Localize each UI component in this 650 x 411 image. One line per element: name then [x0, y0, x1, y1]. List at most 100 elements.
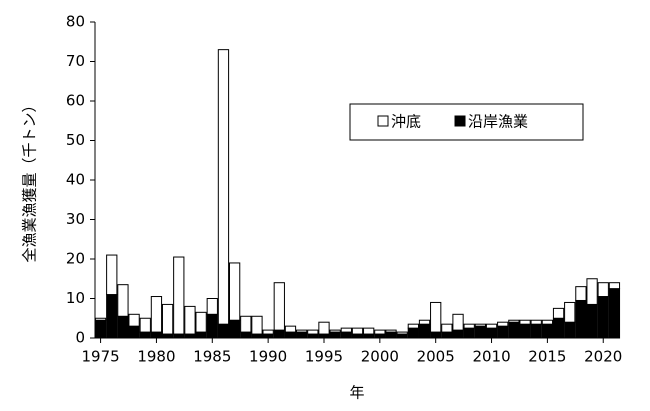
- x-tick-label: 2020: [584, 348, 622, 366]
- bar-segment: [541, 323, 554, 339]
- bar-segment: [273, 329, 285, 339]
- bar-segment: [508, 319, 520, 323]
- bar-segment: [418, 323, 431, 339]
- bar-segment: [262, 329, 274, 335]
- bar-segment: [374, 329, 386, 335]
- bar-segment: [296, 331, 308, 339]
- bar-segment: [552, 307, 565, 319]
- bar-segment: [128, 313, 140, 327]
- bar-segment: [519, 319, 531, 325]
- y-tick-label: 80: [66, 13, 85, 31]
- bar-segment: [284, 331, 297, 339]
- bar-segment: [452, 329, 464, 339]
- bar-segment: [497, 321, 509, 327]
- bar-segment: [329, 329, 341, 333]
- bar-segment: [228, 319, 241, 339]
- bar-segment: [485, 327, 498, 339]
- bar-segment: [586, 303, 598, 339]
- bar-segment: [296, 329, 308, 333]
- bar-segment: [497, 325, 509, 339]
- x-tick-label: 1975: [81, 348, 119, 366]
- bar-segment: [575, 286, 587, 301]
- bar-segment: [396, 333, 408, 339]
- y-tick-label: 20: [66, 250, 85, 268]
- bar-segment: [597, 296, 609, 339]
- bar-segment: [564, 301, 576, 323]
- bar-segment: [161, 333, 174, 339]
- bar-segment: [150, 331, 163, 339]
- bar-segment: [307, 333, 319, 339]
- bar-segment: [396, 331, 408, 335]
- x-tick-label: 2010: [472, 348, 510, 366]
- legend-label: 沿岸漁業: [468, 113, 528, 131]
- bar-segment: [184, 333, 196, 339]
- bar-segment: [519, 323, 531, 339]
- bar-segment: [463, 323, 475, 329]
- bar-segment: [173, 256, 185, 335]
- bar-segment: [173, 333, 185, 339]
- y-tick-label: 40: [66, 171, 85, 189]
- bar-segment: [284, 325, 297, 333]
- bar-segment: [195, 331, 207, 339]
- bar-segment: [608, 282, 621, 290]
- bar-segment: [251, 315, 263, 335]
- bar-segment: [161, 303, 174, 335]
- bar-segment: [374, 333, 386, 339]
- bar-segment: [385, 331, 397, 339]
- bar-segment: [508, 321, 520, 339]
- x-tick-label: 2000: [361, 348, 399, 366]
- bar-segment: [441, 331, 453, 339]
- bar-segment: [597, 282, 609, 298]
- x-tick-label: 1985: [193, 348, 231, 366]
- x-tick-label: 1990: [249, 348, 287, 366]
- bar-segment: [407, 327, 419, 339]
- bar-segment: [608, 288, 621, 339]
- y-tick-label: 10: [66, 289, 85, 307]
- legend-swatch: [377, 115, 389, 127]
- bar-segment: [318, 333, 330, 339]
- bar-segment: [106, 294, 118, 339]
- bar-segment: [564, 321, 576, 339]
- bar-segment: [430, 331, 442, 339]
- bar-segment: [418, 319, 431, 325]
- bar-segment: [139, 317, 151, 333]
- y-tick-label: 70: [66, 52, 85, 70]
- y-tick-label: 30: [66, 210, 85, 228]
- y-tick-label: 0: [75, 329, 85, 347]
- bar-segment: [273, 282, 285, 331]
- bar-segment: [251, 333, 263, 339]
- bar-segment: [117, 315, 129, 339]
- bar-segment: [307, 329, 319, 335]
- bar-segment: [240, 331, 252, 339]
- bar-segment: [363, 333, 375, 339]
- y-axis-label: 全漁業漁獲量（千トン）: [21, 97, 39, 262]
- bar-segment: [340, 327, 352, 333]
- bar-segment: [385, 329, 397, 333]
- bar-segment: [552, 317, 565, 339]
- x-tick-label: 1980: [137, 348, 175, 366]
- bar-segment: [441, 323, 453, 333]
- bar-segment: [262, 333, 274, 339]
- bar-segment: [139, 331, 151, 339]
- bar-segment: [474, 325, 487, 339]
- bar-segment: [217, 323, 230, 339]
- bar-segment: [184, 305, 196, 335]
- x-axis-label: 年: [349, 384, 364, 402]
- bar-segment: [463, 327, 475, 339]
- bar-segment: [575, 299, 587, 339]
- bar-segment: [128, 325, 140, 339]
- bar-segment: [195, 311, 207, 333]
- bar-segment: [318, 321, 330, 335]
- bar-segment: [240, 315, 252, 333]
- x-tick-label: 2015: [528, 348, 566, 366]
- bar-segment: [150, 296, 163, 333]
- bar-segment: [474, 323, 487, 327]
- x-tick-label: 2005: [417, 348, 455, 366]
- bar-segment: [329, 331, 341, 339]
- legend-box: [349, 103, 584, 141]
- bar-segment: [541, 319, 554, 325]
- bar-segment: [206, 298, 218, 315]
- bar-segment: [452, 313, 464, 331]
- bar-segment: [363, 327, 375, 335]
